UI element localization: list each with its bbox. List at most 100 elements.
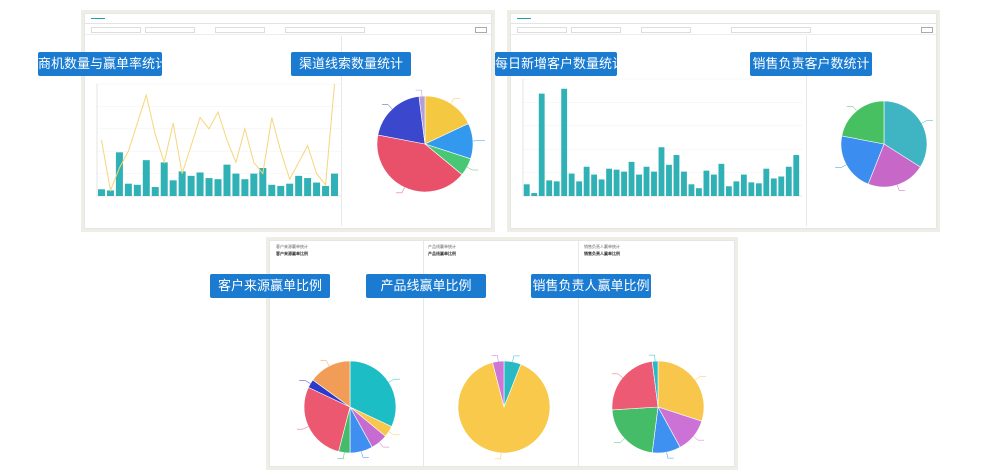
bar [643,166,650,196]
callout-opportunity-stats: 商机数量与赢单率统计 [38,52,168,76]
pie-label-line [835,164,847,168]
bar [553,181,560,196]
pie-slice [424,95,469,145]
pie-slice [867,143,921,188]
pie-label-line [695,376,707,381]
owner-select[interactable] [285,27,365,33]
bar [277,185,285,196]
bar [755,183,762,196]
pie-label-line [512,355,520,362]
bar [295,175,303,196]
opportunity-panel [84,13,492,229]
bar [205,178,213,196]
bar [658,147,665,196]
bar [214,179,222,196]
pie-label-line [491,355,499,362]
pie-label-line [921,120,933,124]
bar [733,181,740,196]
product-line-win-pie-chart [457,355,551,460]
pie-label-line [666,452,674,459]
owner-select[interactable] [731,27,811,33]
bar [97,189,105,196]
pie-label-line [450,98,460,104]
pie-label-line [388,378,400,383]
start-date-field[interactable] [571,27,621,33]
bar [583,166,590,196]
column-divider [423,241,424,466]
bar [523,184,530,196]
bar [142,160,150,196]
query-button[interactable] [921,27,933,33]
bar [232,173,240,196]
callout-product-line-win: 产品线赢单比例 [366,274,486,298]
end-date-field[interactable] [641,27,691,33]
pie-label-line [494,452,502,460]
date-range-field[interactable] [517,27,567,33]
bar [241,179,249,196]
pie-label-line [396,187,405,194]
pie-label-line [296,426,309,430]
active-tab[interactable] [517,16,531,19]
bar [703,170,710,196]
callout-sales-owner-win: 销售负责人赢单比例 [531,274,651,298]
bar [106,190,114,196]
bar [196,172,204,196]
bar [666,164,672,196]
bar [304,178,312,196]
bar [673,155,680,196]
pie-label-line [611,373,623,378]
bar [223,164,231,196]
pie-label-line [320,360,330,367]
section-small-title: 客户来源赢单统计 [276,244,308,249]
bar [313,182,321,196]
bar [546,180,553,196]
bar [115,152,123,196]
bar [785,166,792,196]
pie-slice [303,387,351,452]
bar [696,188,702,196]
bar [286,183,294,196]
bar [725,186,732,196]
sales-owner-win-pie-chart [611,354,707,459]
column-divider [578,241,579,466]
pie-slice [657,360,705,422]
bar [763,168,770,196]
bar [561,88,568,196]
bar [331,173,339,196]
pie-slice [377,96,426,145]
pie-label-line [466,166,479,171]
panel-divider [341,36,342,226]
win-ratio-panel: 客户来源赢单统计 客户来源赢单比例 产品线赢单统计 产品线赢单比例 销售负责人赢… [269,240,735,467]
sales-owner-customers-pie-chart [835,100,933,191]
start-date-field[interactable] [145,27,195,33]
bar [531,193,538,196]
callout-daily-new-customers: 每日新增客户数量统计 [495,52,625,76]
active-tab[interactable] [91,16,105,19]
bar [710,174,717,196]
bar [770,178,777,196]
pie-label-line [648,354,656,362]
query-button[interactable] [475,27,487,33]
pie-label-line [388,431,400,436]
pie-label-line [693,436,705,441]
tab-bar [85,14,491,24]
opportunity-bar-line-chart [96,83,341,197]
bar [613,169,620,196]
bar [160,162,168,196]
end-date-field[interactable] [215,27,265,33]
win-ratio-panel-frame: 客户来源赢单统计 客户来源赢单比例 产品线赢单统计 产品线赢单比例 销售负责人赢… [266,237,738,470]
bar [187,175,195,196]
pie-label-line [382,104,393,110]
bar [606,168,613,196]
bar [322,185,330,196]
bar [778,176,785,196]
bar [178,171,186,196]
bar [259,168,267,196]
pie-label-line [614,438,625,443]
pie-slice [841,100,885,145]
section-title: 销售负责人赢单比例 [584,251,620,256]
bar [628,161,635,196]
bar [250,173,258,196]
customers-panel [510,13,937,229]
date-range-field[interactable] [91,27,141,33]
